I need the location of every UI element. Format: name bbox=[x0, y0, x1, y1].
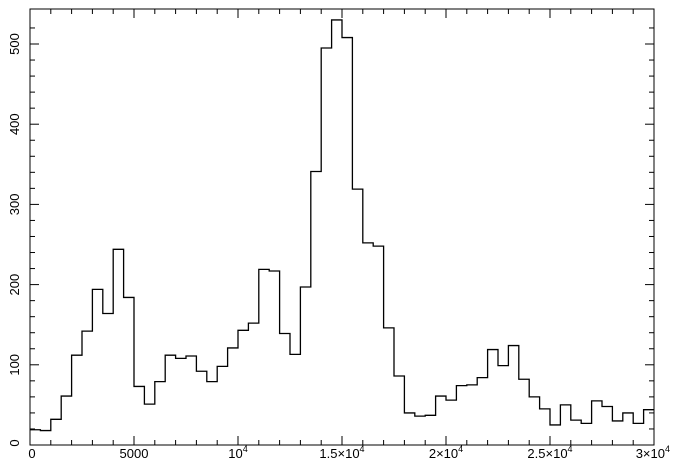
x-tick-label: 104 bbox=[228, 444, 247, 461]
histogram-step-line bbox=[30, 19, 654, 432]
axis-tick-labels: 0 5000 104 1.5×104 2×104 2.5×104 3×104 0 100 200 3… bbox=[7, 33, 670, 461]
y-tick-label: 100 bbox=[7, 354, 22, 376]
plot-frame bbox=[29, 8, 655, 446]
axis-ticks bbox=[29, 9, 655, 446]
x-tick-label: 0 bbox=[28, 446, 35, 461]
x-tick-label: 2.5×104 bbox=[527, 444, 572, 461]
y-tick-label: 400 bbox=[7, 113, 22, 135]
y-tick-label: 200 bbox=[7, 274, 22, 296]
x-tick-label: 2×104 bbox=[429, 444, 463, 461]
x-tick-label: 3×104 bbox=[636, 444, 670, 461]
y-tick-label: 300 bbox=[7, 194, 22, 216]
x-tick-label: 1.5×104 bbox=[319, 444, 364, 461]
x-tick-label: 5000 bbox=[120, 446, 149, 461]
y-tick-label: 0 bbox=[7, 439, 22, 446]
y-tick-label: 500 bbox=[7, 33, 22, 55]
